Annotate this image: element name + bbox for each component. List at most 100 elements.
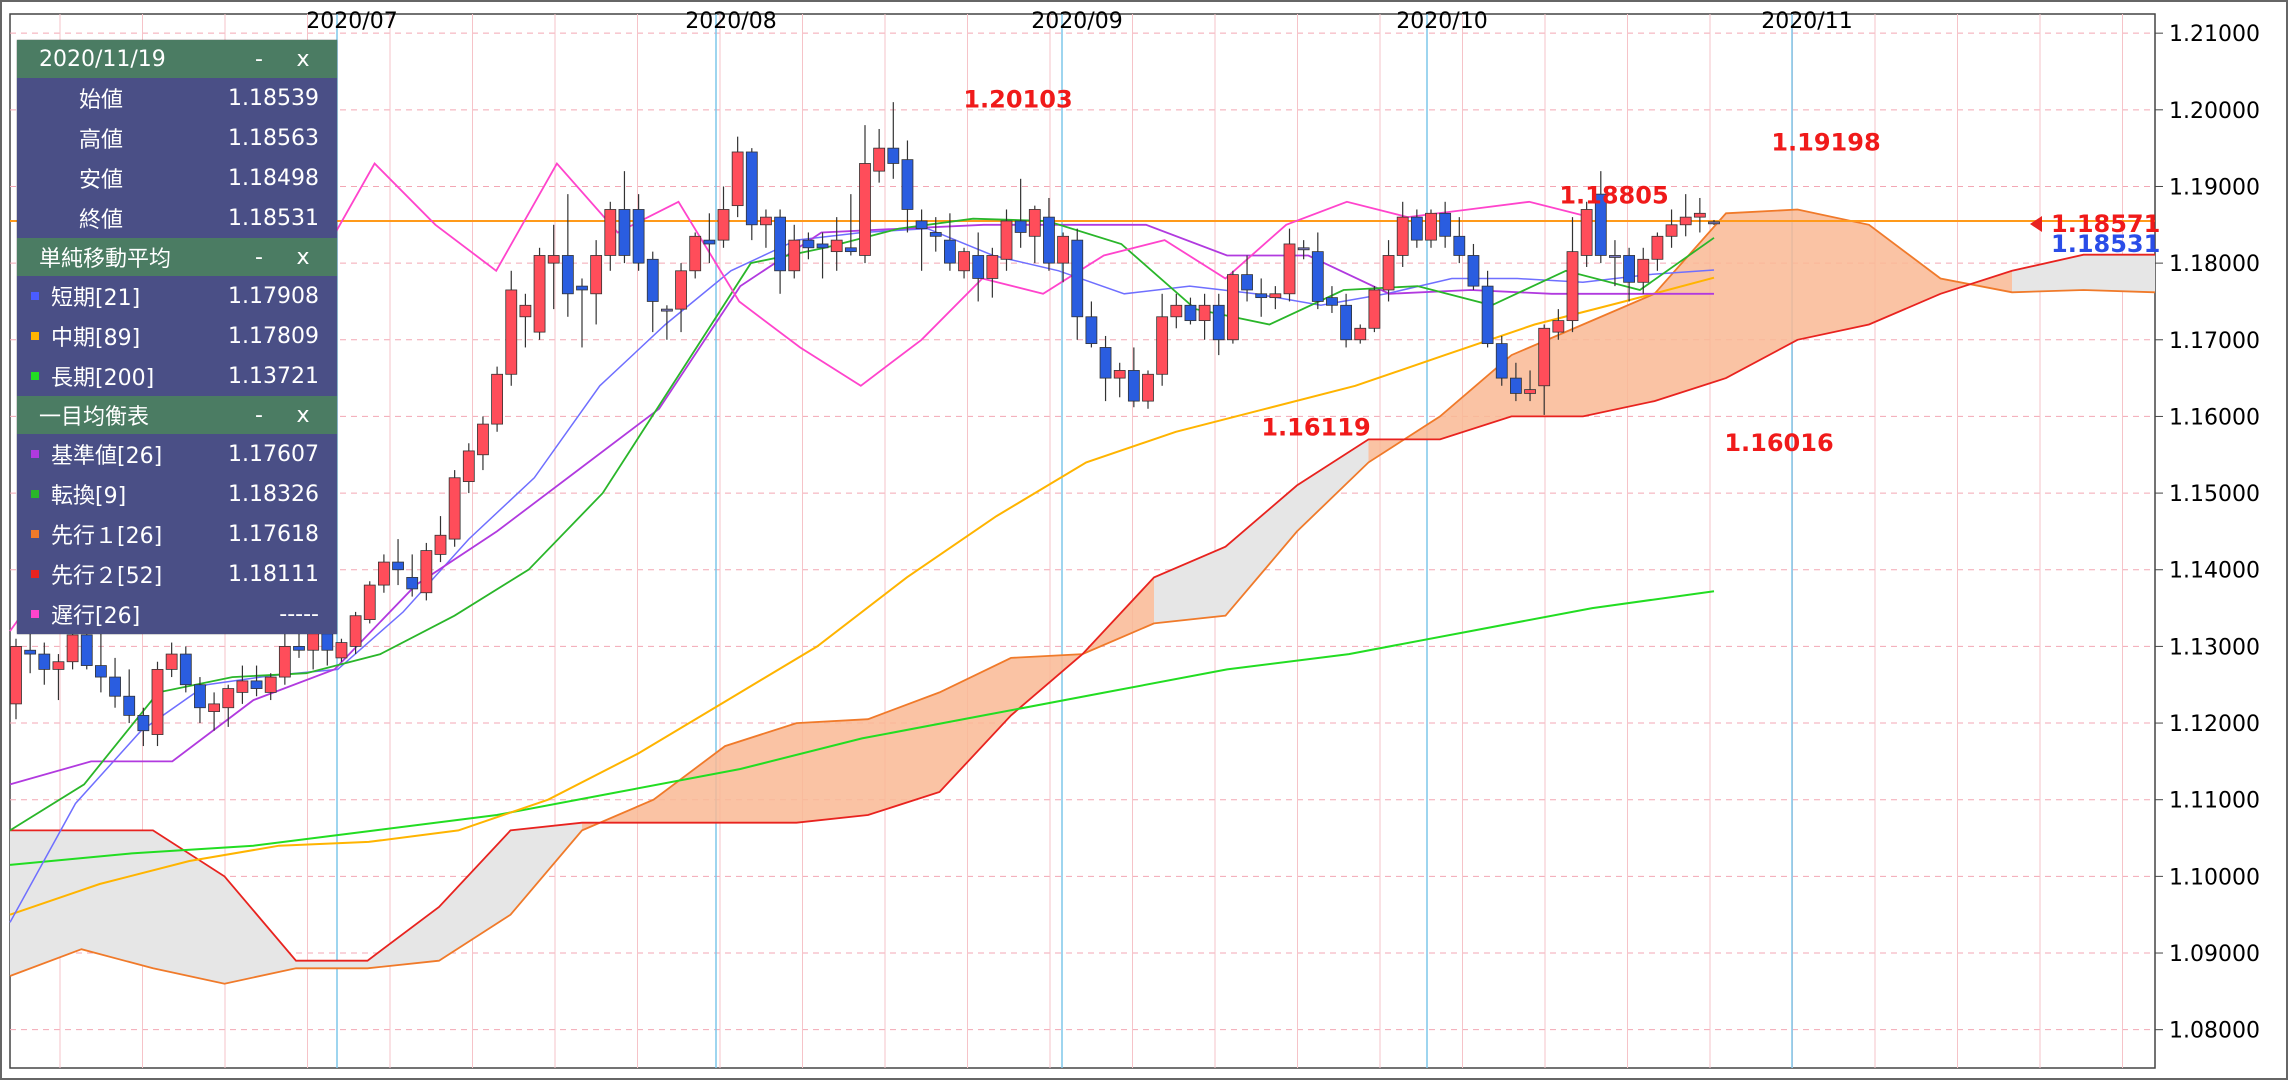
sma-long-line xyxy=(9,590,1715,866)
candle-body xyxy=(1566,251,1579,322)
candle-body xyxy=(944,239,956,264)
candle-body xyxy=(1071,239,1084,318)
candle-body xyxy=(1467,255,1480,287)
x-axis-label: 2020/10 xyxy=(1396,9,1487,34)
candle-body xyxy=(95,665,107,678)
ichimoku-value: 1.17618 xyxy=(228,521,319,547)
candle-body xyxy=(731,151,744,207)
candle-body xyxy=(1326,297,1338,306)
ask-price-label: 1.18571 xyxy=(2051,210,2160,238)
plot-area-border xyxy=(9,13,2156,1069)
candle-body xyxy=(505,289,518,375)
y-axis-label: 1.16000 xyxy=(2169,405,2260,430)
candle-body xyxy=(1156,316,1169,375)
candle-body xyxy=(123,695,136,716)
candle-body xyxy=(1439,212,1452,237)
candle-body xyxy=(392,561,404,571)
ichimoku-close-button[interactable]: x xyxy=(296,402,310,428)
ohlc-row: 始値 1.18539 xyxy=(17,78,337,118)
ichimoku-cloud xyxy=(10,209,2155,984)
ichimoku-cloud-bear xyxy=(10,822,582,984)
candle-body xyxy=(972,255,985,279)
candle-body xyxy=(1340,304,1352,341)
ichimoku-label: 遅行[26] xyxy=(51,604,141,629)
candle-body xyxy=(1693,212,1706,218)
sma-minimize-button[interactable]: - xyxy=(255,244,263,270)
candle-body xyxy=(349,615,362,647)
candle-body xyxy=(1679,216,1692,226)
candle-body xyxy=(1580,209,1593,256)
candle-body xyxy=(561,255,574,295)
candle-body xyxy=(576,285,588,291)
y-axis-label: 1.21000 xyxy=(2169,22,2260,47)
sma-label: 中期[89] xyxy=(51,326,141,351)
ichimoku-label: 先行１[26] xyxy=(51,524,163,549)
ohlc-value: 1.18531 xyxy=(228,205,319,231)
sma-close-button[interactable]: x xyxy=(296,244,310,270)
candle-body xyxy=(1127,370,1140,402)
candle-body xyxy=(236,680,249,693)
candle-body xyxy=(802,239,815,249)
ichimoku-label: 基準値[26] xyxy=(51,444,163,469)
ichimoku-label: 転換[9] xyxy=(51,484,127,509)
candle-body xyxy=(406,577,419,590)
ohlc-value: 1.18498 xyxy=(228,165,319,191)
ohlc-value: 1.18563 xyxy=(228,125,319,151)
y-axis-label: 1.19000 xyxy=(2169,175,2260,200)
candle-body xyxy=(1000,220,1013,260)
sma-label: 長期[200] xyxy=(51,366,155,391)
candle-body xyxy=(377,561,390,586)
candle-body xyxy=(1227,274,1239,341)
ohlc-minimize-button[interactable]: - xyxy=(255,46,263,72)
candle-body xyxy=(1028,209,1041,237)
candle-body xyxy=(1283,243,1296,295)
ohlc-value: 1.18539 xyxy=(228,85,319,111)
candle-body xyxy=(208,703,221,712)
candle-body xyxy=(1184,304,1197,322)
sma-color-marker xyxy=(31,332,39,340)
ichimoku-label: 先行２[52] xyxy=(51,564,163,589)
ohlc-header: 2020/11/19 - x xyxy=(17,40,337,78)
ichimoku-color-marker xyxy=(31,530,39,538)
sma-color-marker xyxy=(31,292,39,300)
candle-body xyxy=(1255,293,1268,299)
candle-body xyxy=(363,584,376,620)
candle-body xyxy=(1396,216,1409,256)
candle-body xyxy=(38,653,51,670)
candle-body xyxy=(250,680,263,689)
y-axis-label: 1.20000 xyxy=(2169,99,2260,124)
y-axis-label: 1.11000 xyxy=(2169,789,2260,814)
candle-body xyxy=(1382,255,1395,291)
candle-body xyxy=(24,649,37,655)
candle-body xyxy=(887,147,900,164)
ohlc-label: 終値 xyxy=(79,208,124,233)
price-extreme-label: 1.18805 xyxy=(1559,181,1668,209)
price-extreme-label: 1.16119 xyxy=(1261,414,1370,442)
ichimoku-color-marker xyxy=(31,570,39,578)
candle-body xyxy=(1410,216,1423,241)
candle-body xyxy=(788,239,801,272)
y-axis-label: 1.13000 xyxy=(2169,635,2260,660)
candle-body xyxy=(1623,255,1635,283)
price-extreme-label: 1.19198 xyxy=(1771,128,1880,156)
ohlc-close-button[interactable]: x xyxy=(296,46,310,72)
candle-body xyxy=(1170,304,1183,318)
ichimoku-value: ----- xyxy=(279,601,319,627)
candle-body xyxy=(703,239,716,245)
candle-body xyxy=(1085,316,1098,345)
y-axis-label: 1.10000 xyxy=(2169,865,2260,890)
sma-color-marker xyxy=(31,372,39,380)
candle-body xyxy=(1637,258,1650,283)
sma-header: 単純移動平均 - x xyxy=(17,238,337,276)
candle-body xyxy=(264,676,277,693)
candle-body xyxy=(604,209,617,256)
ichimoku-row: 先行１[26] 1.17618 xyxy=(17,514,337,554)
candle-body xyxy=(675,270,687,310)
ichimoku-minimize-button[interactable]: - xyxy=(255,402,263,428)
candle-body xyxy=(958,251,970,272)
candle-body xyxy=(278,646,291,678)
candle-body xyxy=(52,661,65,670)
candle-body xyxy=(717,209,730,241)
